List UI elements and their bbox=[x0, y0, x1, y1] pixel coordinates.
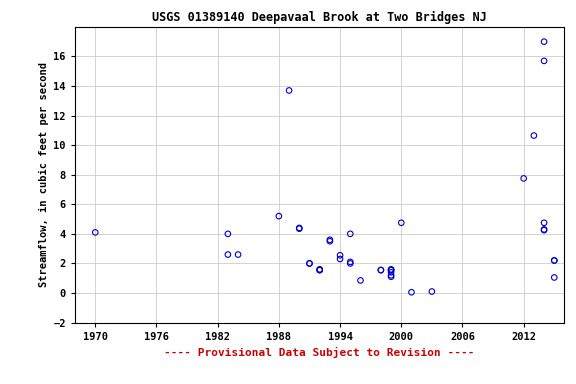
Point bbox=[295, 226, 304, 232]
Point bbox=[346, 259, 355, 265]
Point bbox=[550, 257, 559, 263]
Point bbox=[376, 267, 385, 273]
Point bbox=[335, 252, 344, 258]
Point bbox=[325, 237, 335, 243]
Point bbox=[540, 39, 549, 45]
Point bbox=[315, 267, 324, 273]
Point bbox=[427, 288, 437, 295]
Point bbox=[223, 252, 233, 258]
Point bbox=[376, 267, 385, 273]
Point bbox=[90, 229, 100, 235]
Point bbox=[315, 266, 324, 272]
Point bbox=[346, 231, 355, 237]
Point bbox=[305, 260, 314, 266]
Point bbox=[386, 266, 396, 272]
Point bbox=[295, 225, 304, 231]
Point bbox=[550, 275, 559, 281]
Point bbox=[356, 277, 365, 283]
Point bbox=[540, 226, 549, 232]
Point bbox=[407, 289, 416, 295]
X-axis label: ---- Provisional Data Subject to Revision ----: ---- Provisional Data Subject to Revisio… bbox=[164, 347, 475, 358]
Point bbox=[550, 257, 559, 263]
Point bbox=[540, 58, 549, 64]
Point bbox=[335, 256, 344, 262]
Point bbox=[386, 267, 396, 273]
Point bbox=[325, 238, 335, 244]
Point bbox=[519, 175, 528, 182]
Point bbox=[346, 260, 355, 266]
Point bbox=[529, 132, 539, 139]
Point bbox=[397, 220, 406, 226]
Point bbox=[540, 220, 549, 226]
Point bbox=[233, 252, 242, 258]
Point bbox=[386, 274, 396, 280]
Point bbox=[540, 227, 549, 233]
Point bbox=[305, 260, 314, 266]
Point bbox=[386, 272, 396, 278]
Title: USGS 01389140 Deepavaal Brook at Two Bridges NJ: USGS 01389140 Deepavaal Brook at Two Bri… bbox=[152, 11, 487, 24]
Point bbox=[386, 267, 396, 273]
Point bbox=[315, 267, 324, 273]
Point bbox=[285, 88, 294, 94]
Point bbox=[386, 269, 396, 275]
Point bbox=[223, 231, 233, 237]
Point bbox=[274, 213, 283, 219]
Y-axis label: Streamflow, in cubic feet per second: Streamflow, in cubic feet per second bbox=[39, 62, 49, 287]
